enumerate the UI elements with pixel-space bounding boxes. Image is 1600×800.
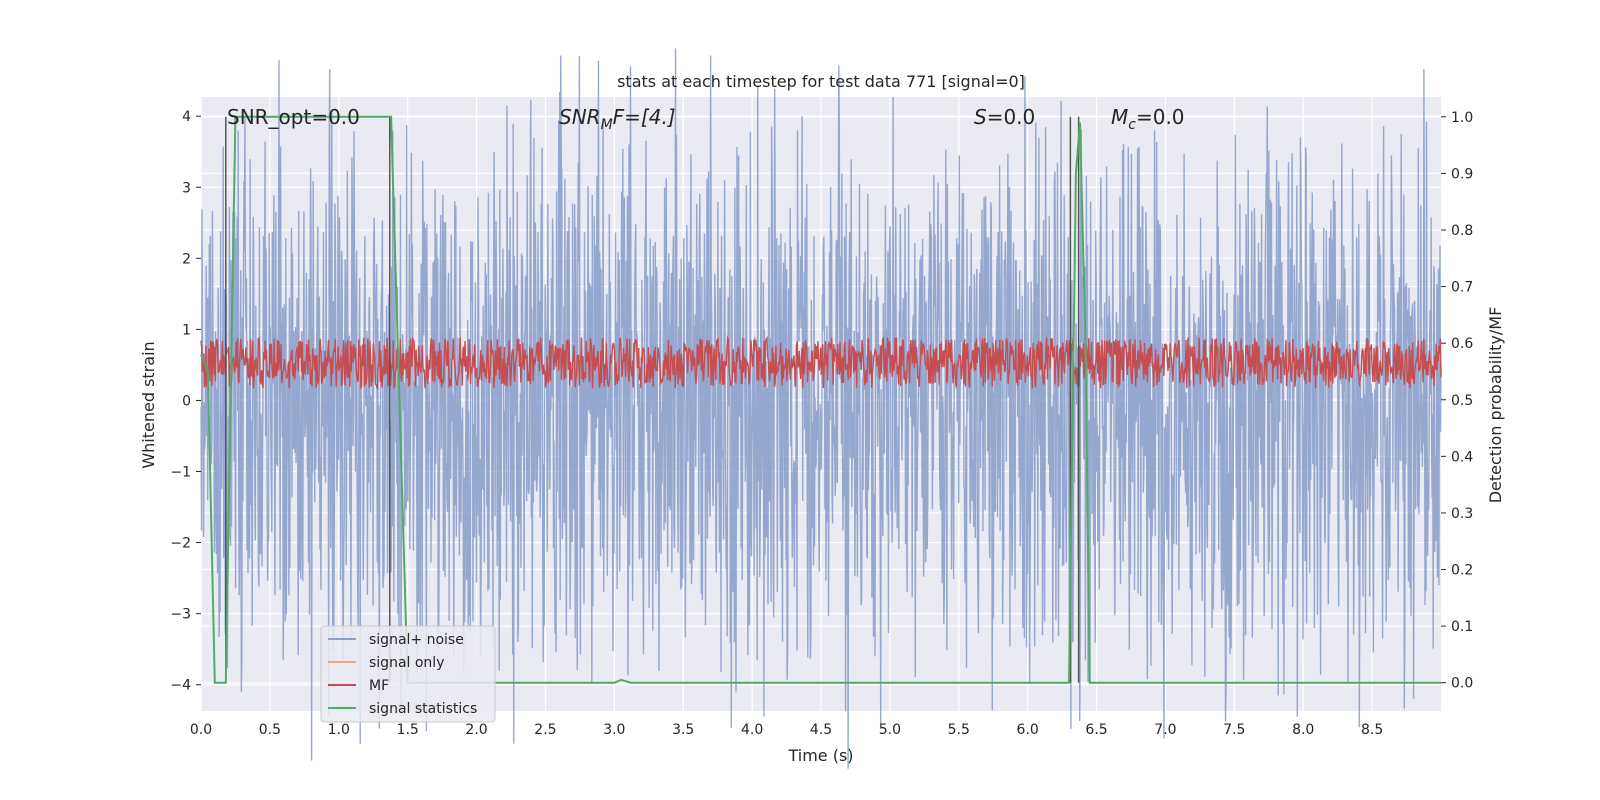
annotation-snr-mf-var: SNR [559,105,601,129]
signal-noise-line [200,48,1442,769]
x-tick-label: 3.5 [672,722,694,738]
mf-series [200,335,1442,391]
x-tick-label: 5.0 [879,722,901,738]
mf-line [200,335,1442,391]
annotation-snr-mf-sub: M [601,117,613,133]
annotation-snr-mf-rest: F=[4.] [613,105,676,129]
x-tick-label: 4.0 [741,722,763,738]
y-right-tick-label: 0.3 [1451,506,1473,522]
legend-label-mf: MF [369,678,389,694]
signal-noise-series [200,48,1442,769]
y-left-axis-label: Whitened strain [139,341,158,468]
x-tick-label: 7.0 [1154,722,1176,738]
x-tick-label: 3.0 [603,722,625,738]
x-axis-label: Time (s) [787,746,853,765]
x-tick-label: 5.5 [948,722,970,738]
signal-statistics-series [200,115,1441,684]
legend-box [320,625,496,723]
chart-title: stats at each timestep for test data 771… [617,72,1025,91]
y-left-tick-label: −2 [170,536,191,552]
y-right-tick-label: 0.9 [1451,166,1473,182]
y-right-tick-label: 0.6 [1451,336,1473,352]
x-tick-label: 6.5 [1085,722,1107,738]
y-right-tick-label: 0.4 [1451,449,1473,465]
x-tick-label: 4.5 [810,722,832,738]
y-left-tick-label: 4 [182,109,191,125]
annotation-snr-opt: SNR_opt=0.0 [227,105,360,129]
y-left-tick-label: 3 [182,180,191,196]
y-right-tick-label: 1.0 [1451,110,1473,126]
annotation-snr-mf: SNRMF=[4.] [559,105,676,133]
legend-label-noise: signal+ noise [369,632,464,648]
x-tick-label: 8.5 [1361,722,1383,738]
x-tick-label: 6.0 [1017,722,1039,738]
x-tick-label: 1.0 [328,722,350,738]
signal-statistics-line [200,115,1441,684]
x-tick-labels: 0.0 0.5 1.0 1.5 2.0 2.5 3.0 3.5 4.0 4.5 5.0 5.5 6.0 6… [190,722,1383,738]
y-right-tick-label: 0.7 [1451,280,1473,296]
y-left-tick-labels: 4 3 2 1 0 −1 −2 −3 −4 [170,109,201,694]
annotation-s-var: S [974,105,987,129]
x-tick-label: 2.5 [534,722,556,738]
x-tick-label: 0.0 [190,722,212,738]
annotation-mc-rest: =0.0 [1136,105,1185,129]
legend-label-statistics: signal statistics [369,701,477,717]
y-right-axis-label: Detection probability/MF [1486,307,1505,504]
x-tick-label: 1.5 [397,722,419,738]
y-right-tick-label: 0.5 [1451,393,1473,409]
y-right-tick-label: 0.2 [1451,563,1473,579]
y-right-tick-label: 0.8 [1451,223,1473,239]
y-left-tick-label: 1 [182,322,191,338]
y-right-tick-label: 0.0 [1451,676,1473,692]
y-right-tick-label: 0.1 [1451,619,1473,635]
y-left-tick-label: −1 [170,465,191,481]
y-left-tick-label: 0 [182,393,191,409]
annotation-s: S=0.0 [974,105,1035,129]
y-left-tick-label: −3 [170,607,191,623]
y-right-tick-labels: 1.0 0.9 0.8 0.7 0.6 0.5 0.4 0.3 0.2 0.1 0.0 [1441,110,1473,692]
x-tick-label: 2.0 [465,722,487,738]
x-tick-label: 7.5 [1223,722,1245,738]
y-left-tick-label: 2 [182,251,191,267]
annotation-mc-var: M [1111,105,1128,129]
annotation-mc-sub: c [1128,117,1136,133]
annotation-s-rest: =0.0 [987,105,1036,129]
x-tick-label: 0.5 [259,722,281,738]
legend: signal+ noise signal only MF signal stat… [320,625,496,723]
annotation-mc: Mc=0.0 [1111,105,1185,133]
x-tick-label: 8.0 [1292,722,1314,738]
legend-label-signal-only: signal only [369,655,444,671]
y-left-tick-label: −4 [170,678,191,694]
